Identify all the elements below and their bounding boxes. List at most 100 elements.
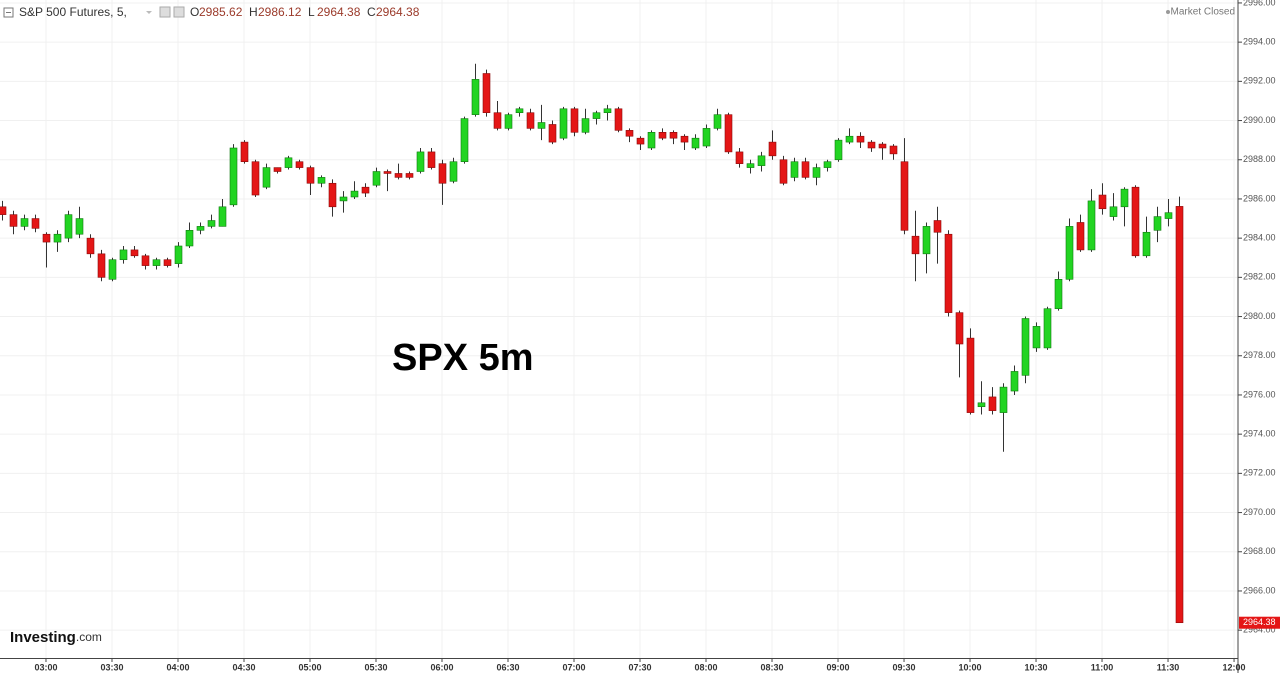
market-status: Market Closed [1171,7,1235,18]
candle-body [790,161,799,178]
candle-body [460,118,469,163]
y-tick-label: 2982.00 [1243,272,1276,282]
x-tick-label: 04:30 [232,662,255,672]
candle-body [647,132,656,149]
y-tick-label: 2966.00 [1243,585,1276,595]
x-tick-label: 05:00 [298,662,321,672]
candle-body [438,163,447,184]
logo-main: Investing [10,629,76,646]
candle-body [339,196,348,202]
candle-body [0,206,7,215]
candle-body [53,233,62,243]
candle-body [262,167,271,188]
candle-body [372,171,381,186]
x-tick-label: 08:30 [761,662,784,672]
candle-body [944,233,953,313]
candle-body [592,112,601,119]
x-tick-label: 11:30 [1157,662,1180,672]
candle-body [559,108,568,139]
candle-body [702,128,711,147]
header-key: O [190,5,199,19]
candle-body [614,108,623,131]
candle-body [636,137,645,145]
candle-body [867,141,876,149]
candle-body [350,190,359,198]
candle-body [1109,206,1118,217]
candle-body [1120,188,1129,208]
y-tick-label: 2986.00 [1243,193,1276,203]
candle-body [801,161,810,178]
candle-body [1076,222,1085,251]
candle-body [108,259,117,280]
candle-body [1065,226,1074,280]
status-dot [1166,10,1170,14]
candle-body [900,161,909,231]
last-price-label: 2964.38 [1243,617,1276,627]
x-tick-label: 08:00 [694,662,717,672]
candle-body [493,112,502,129]
candle-body [306,167,315,184]
candle-body [713,114,722,129]
candle-body [152,259,161,266]
candle-body [416,151,425,172]
candle-body [97,253,106,278]
candle-body [812,167,821,178]
candle-body [625,130,634,137]
dropdown-icon[interactable] [146,11,152,14]
annotation: SPX 5m [392,337,534,379]
y-tick-label: 2978.00 [1243,350,1276,360]
header: S&P 500 Futures, 5, Market Closed O 2985.… [3,5,1235,19]
x-tick-label: 10:30 [1025,662,1048,672]
candle-body [1142,231,1151,257]
candle-body [9,214,18,227]
candle-body [31,218,40,229]
candle-body [284,157,293,168]
candle-body [999,386,1008,413]
candle-body [42,233,51,243]
candle-body [1087,200,1096,251]
candle-body [1131,186,1140,257]
x-tick-label: 03:30 [100,662,123,672]
candle-body [548,124,557,143]
x-tick-label: 12:00 [1223,662,1246,672]
candle-body [328,182,337,208]
candle-body [966,337,975,413]
candle-body [504,114,513,129]
candle-body [229,147,238,206]
candle-body [20,218,29,227]
candle-body [746,163,755,168]
candle-body [64,214,73,239]
y-tick-label: 2972.00 [1243,468,1276,478]
candle-body [482,73,491,114]
y-tick-label: 2994.00 [1243,37,1276,47]
candle-body [570,108,579,133]
x-tick-label: 03:00 [34,662,57,672]
y-tick-label: 2968.00 [1243,546,1276,556]
candle-body [449,161,458,182]
candle-body [471,79,480,115]
close-icon[interactable] [173,6,185,18]
y-tick-label: 2988.00 [1243,154,1276,164]
last-price-box [1239,616,1280,629]
grid [0,0,1238,658]
collapse-icon[interactable] [3,7,14,18]
candle-body [130,249,139,257]
settings-icon[interactable] [159,6,171,18]
candle-body [75,218,84,235]
candle-body [317,177,326,184]
candle-body [845,135,854,143]
candle-body [1043,308,1052,349]
candle-body [163,259,172,266]
candle-body [515,108,524,114]
x-tick-label: 04:00 [166,662,189,672]
candle-body [988,396,997,411]
candle-body [581,118,590,133]
candle-body [1153,216,1162,231]
candle-body [669,132,678,139]
y-tick-label: 2992.00 [1243,76,1276,86]
y-tick-label: 2970.00 [1243,507,1276,517]
candle-body [405,173,414,178]
header-value: 2964.38 [317,5,361,19]
candle-body [394,173,403,178]
